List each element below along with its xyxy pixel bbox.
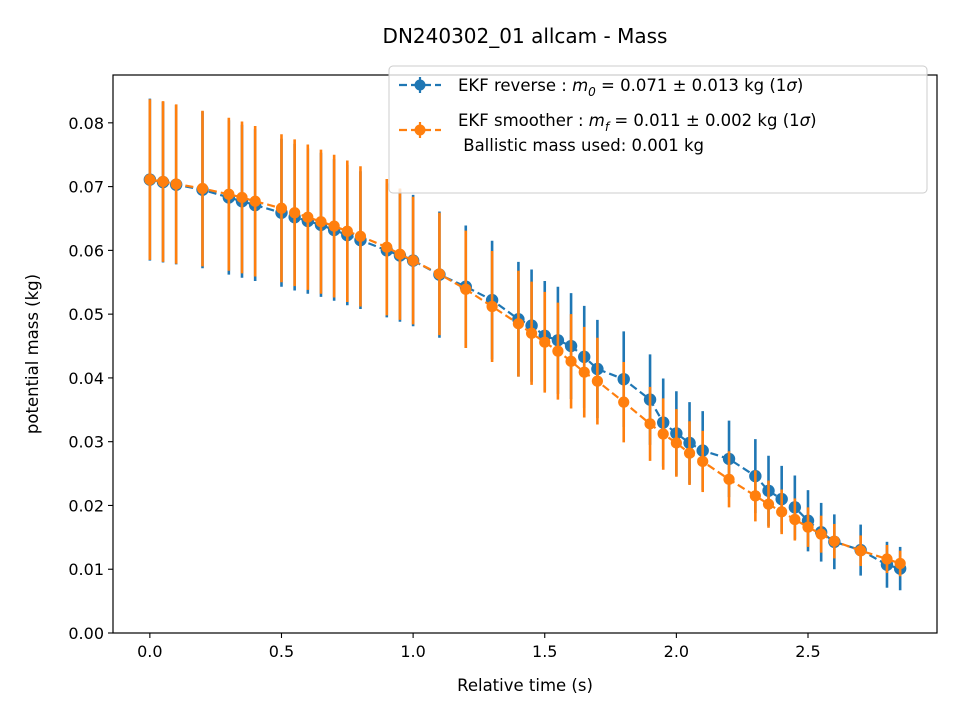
chart-title: DN240302_01 allcam - Mass — [383, 24, 668, 48]
legend-marker-reverse — [414, 79, 426, 91]
point-smoother — [591, 375, 603, 387]
x-tick-label: 1.5 — [532, 642, 557, 661]
point-smoother — [776, 506, 788, 518]
y-tick-label: 0.01 — [68, 560, 104, 579]
point-smoother — [223, 188, 235, 200]
point-smoother — [144, 173, 156, 186]
point-smoother — [407, 254, 419, 267]
legend-label-reverse: EKF reverse : m0 = 0.071 ± 0.013 kg (1σ) — [458, 76, 803, 99]
point-smoother — [881, 553, 893, 565]
x-axis-label: Relative time (s) — [457, 676, 593, 695]
point-smoother — [341, 225, 353, 237]
point-smoother — [552, 345, 564, 357]
point-smoother — [644, 418, 656, 430]
point-smoother — [394, 248, 406, 260]
y-tick-label: 0.03 — [68, 433, 104, 452]
point-smoother — [433, 268, 446, 280]
point-smoother — [302, 211, 314, 223]
y-axis: 0.00 0.01 0.02 0.03 0.04 0.05 0.06 0.07 0.08 — [68, 114, 113, 643]
x-tick-label: 2.5 — [795, 642, 820, 661]
point-smoother — [723, 473, 735, 485]
x-tick-label: 0.0 — [137, 642, 162, 661]
point-smoother — [683, 447, 696, 459]
point-smoother — [236, 191, 248, 204]
point-smoother — [289, 207, 301, 219]
point-smoother — [578, 366, 590, 378]
point-smoother — [828, 535, 840, 547]
point-smoother — [512, 318, 525, 330]
y-axis-label: potential mass (kg) — [23, 274, 42, 434]
point-smoother — [196, 182, 209, 195]
y-tick-label: 0.04 — [68, 369, 104, 388]
point-smoother — [657, 428, 669, 440]
x-tick-label: 1.0 — [400, 642, 425, 661]
point-smoother — [249, 195, 261, 207]
legend-entry-smoother: EKF smoother : mf = 0.011 ± 0.002 kg (1σ… — [399, 111, 817, 155]
point-smoother — [381, 241, 393, 253]
point-smoother — [670, 437, 682, 449]
x-tick-label: 0.5 — [269, 642, 294, 661]
point-smoother — [539, 336, 551, 348]
point-smoother — [170, 178, 182, 190]
legend: EKF reverse : m0 = 0.071 ± 0.013 kg (1σ)… — [388, 65, 928, 194]
series-smoother — [144, 99, 906, 577]
y-tick-label: 0.07 — [68, 178, 104, 197]
point-smoother — [328, 220, 340, 232]
legend-note-ballistic: Ballistic mass used: 0.001 kg — [458, 136, 704, 155]
y-tick-label: 0.00 — [68, 624, 104, 643]
y-tick-label: 0.06 — [68, 241, 104, 260]
x-axis: 0.0 0.5 1.0 1.5 2.0 2.5 — [137, 633, 821, 661]
point-smoother — [525, 327, 538, 339]
legend-label-smoother: EKF smoother : mf = 0.011 ± 0.002 kg (1σ… — [458, 111, 817, 134]
y-tick-label: 0.05 — [68, 305, 104, 324]
point-smoother — [802, 521, 814, 533]
legend-box — [388, 65, 928, 194]
point-smoother — [789, 513, 801, 526]
point-smoother — [157, 175, 169, 188]
point-smoother — [565, 355, 577, 367]
point-smoother — [618, 396, 630, 408]
plot-marks — [143, 98, 907, 591]
point-smoother — [762, 498, 775, 510]
legend-marker-smoother — [414, 124, 426, 136]
y-tick-label: 0.02 — [68, 496, 104, 515]
point-smoother — [749, 490, 761, 502]
point-smoother — [354, 230, 367, 242]
point-smoother — [460, 283, 472, 295]
point-smoother — [894, 557, 906, 570]
x-tick-label: 2.0 — [664, 642, 689, 661]
point-smoother — [275, 202, 288, 214]
y-tick-label: 0.08 — [68, 114, 104, 133]
point-smoother — [855, 545, 867, 557]
point-smoother — [697, 455, 709, 468]
point-smoother — [486, 300, 498, 313]
point-smoother — [815, 528, 827, 540]
legend-entry-reverse: EKF reverse : m0 = 0.071 ± 0.013 kg (1σ) — [399, 76, 803, 99]
point-smoother — [315, 216, 327, 228]
